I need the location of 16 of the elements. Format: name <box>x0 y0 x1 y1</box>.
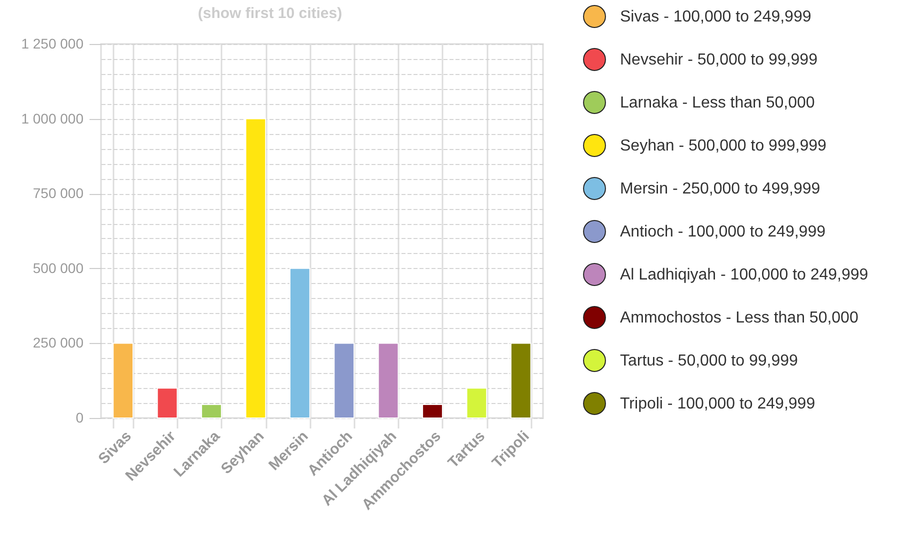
y-tick-label: 0 <box>76 410 84 426</box>
legend-label: Al Ladhiqiyah - 100,000 to 249,999 <box>620 266 868 284</box>
legend-label: Ammochostos - Less than 50,000 <box>620 310 858 326</box>
y-tick-label: 500 000 <box>32 260 84 276</box>
y-tick-label: 1 250 000 <box>21 36 84 52</box>
legend-label: Antioch - 100,000 to 249,999 <box>620 224 826 240</box>
legend-label: Larnaka - Less than 50,000 <box>620 94 815 112</box>
legend-label: Tartus - 50,000 to 99,999 <box>620 352 798 370</box>
y-tick-label: 750 000 <box>32 185 84 202</box>
legend-label: Nevsehir - 50,000 to 99,999 <box>620 52 818 68</box>
y-tick-label: 250 000 <box>32 334 84 351</box>
legend-label: Mersin - 250,000 to 499,999 <box>620 180 820 198</box>
legend-label: Tripoli - 100,000 to 249,999 <box>620 396 816 412</box>
y-tick-label: 1 000 000 <box>21 110 84 126</box>
legend-label: Seyhan - 500,000 to 999,999 <box>620 138 826 154</box>
legend-label: Sivas - 100,000 to 249,999 <box>620 8 812 26</box>
